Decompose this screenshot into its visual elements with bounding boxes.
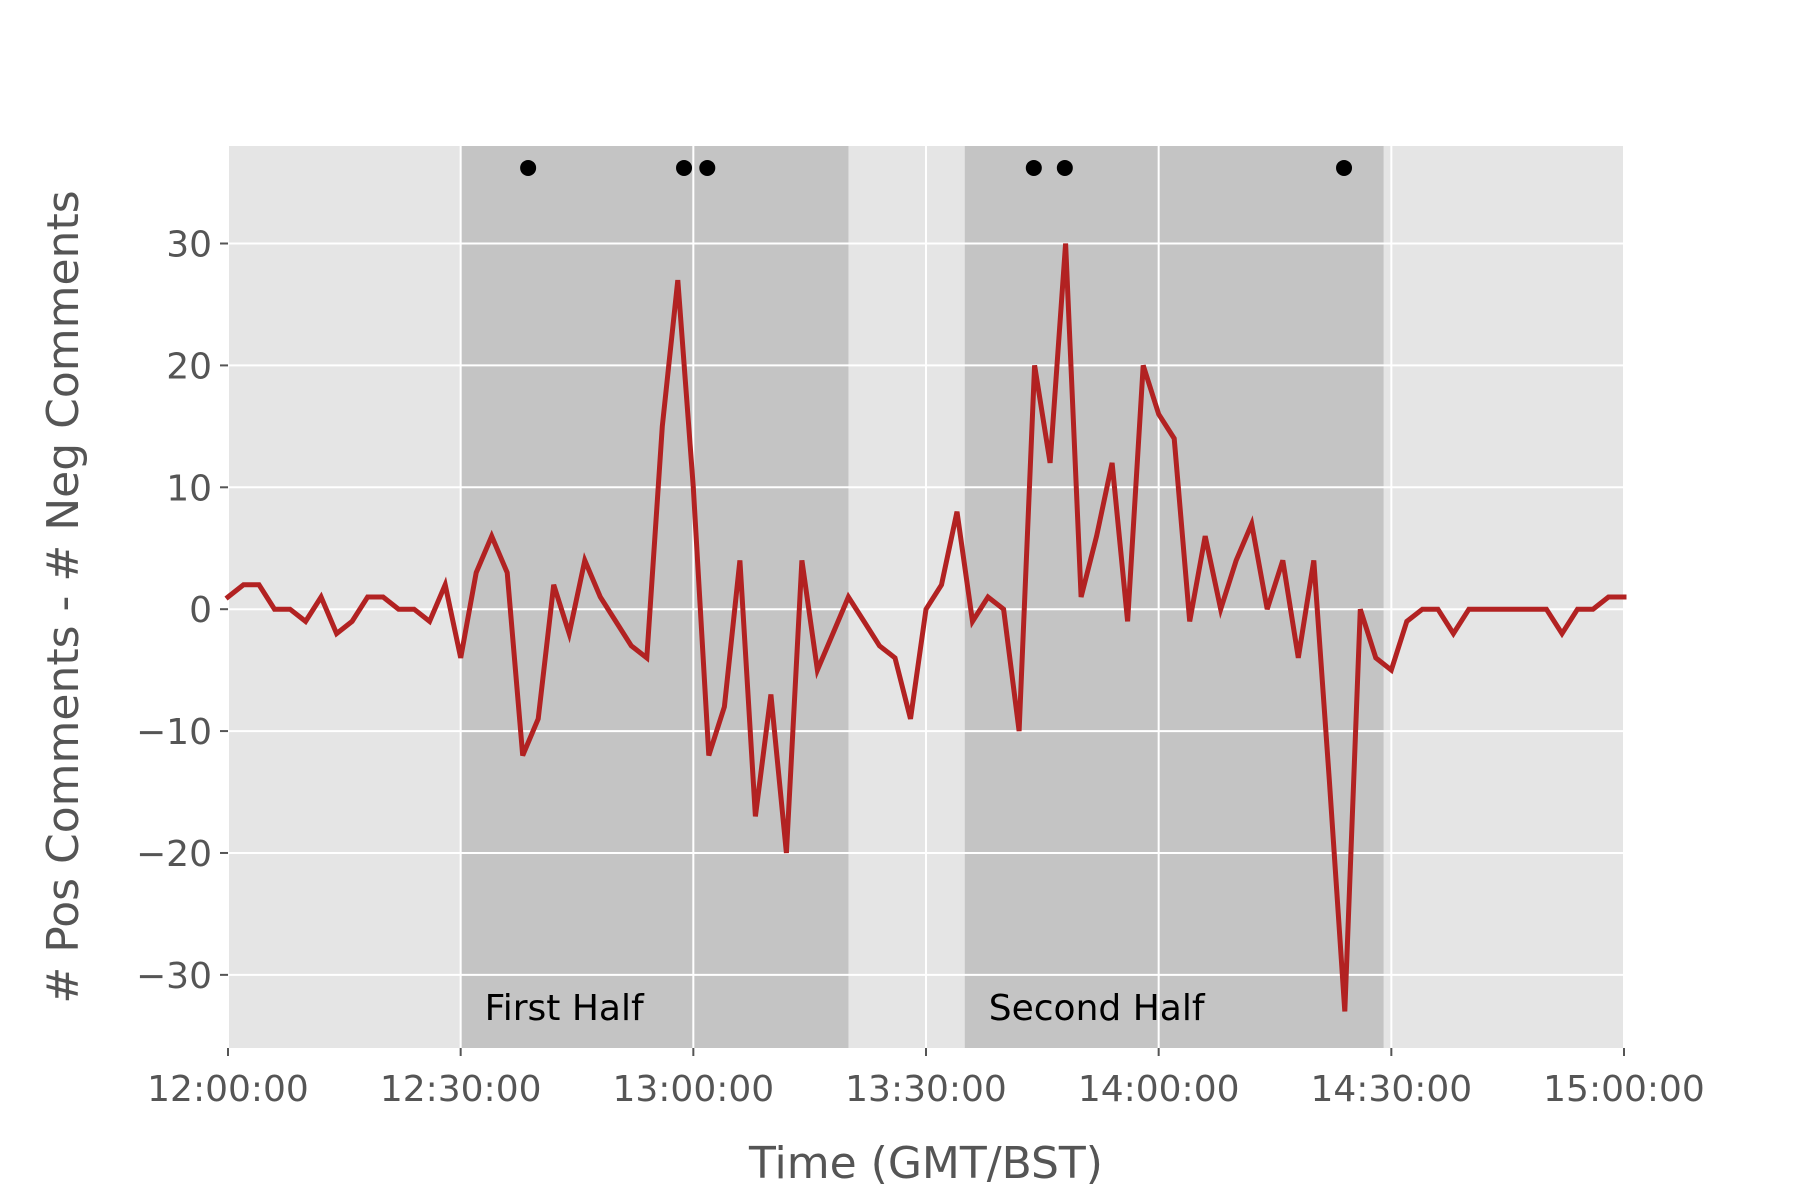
y-tick-label: −10 — [136, 712, 212, 753]
period-shade-2 — [964, 146, 1384, 1048]
x-tick-label: 13:30:00 — [845, 1069, 1007, 1110]
y-tick-label: 30 — [166, 225, 212, 266]
event-marker-2 — [676, 159, 693, 176]
y-axis-title: # Pos Comments - # Neg Comments — [38, 190, 89, 1003]
y-tick-label: 20 — [166, 346, 212, 387]
period-label-2: Second Half — [989, 988, 1206, 1029]
periods-layer — [460, 146, 1384, 1048]
events-layer — [520, 159, 1353, 176]
event-marker-6 — [1336, 159, 1353, 176]
event-marker-4 — [1025, 159, 1042, 176]
event-marker-1 — [520, 159, 537, 176]
period-labels-layer: First Half Second Half — [485, 988, 1206, 1029]
ticks-layer: 12:00:00 12:30:00 13:00:00 13:30:00 14:00:00… — [136, 225, 1705, 1110]
axis-titles: Time (GMT/BST) # Pos Comments - # Neg Co… — [38, 190, 1103, 1189]
x-tick-label: 15:00:00 — [1543, 1069, 1705, 1110]
x-axis-title: Time (GMT/BST) — [748, 1138, 1103, 1189]
series-line-1 — [224, 243, 1627, 1012]
period-label-1: First Half — [485, 988, 645, 1029]
event-marker-5 — [1056, 159, 1073, 176]
x-tick-label: 12:30:00 — [380, 1069, 542, 1110]
y-tick-label: −30 — [136, 956, 212, 997]
period-shade-1 — [460, 146, 849, 1048]
x-tick-label: 13:00:00 — [612, 1069, 774, 1110]
x-tick-label: 14:30:00 — [1310, 1069, 1472, 1110]
line-layer — [224, 243, 1627, 1012]
y-tick-label: −20 — [136, 834, 212, 875]
x-tick-label: 12:00:00 — [147, 1069, 309, 1110]
y-tick-label: 10 — [166, 468, 212, 509]
y-tick-label: 0 — [189, 590, 212, 631]
event-marker-3 — [699, 159, 716, 176]
x-tick-label: 14:00:00 — [1078, 1069, 1240, 1110]
